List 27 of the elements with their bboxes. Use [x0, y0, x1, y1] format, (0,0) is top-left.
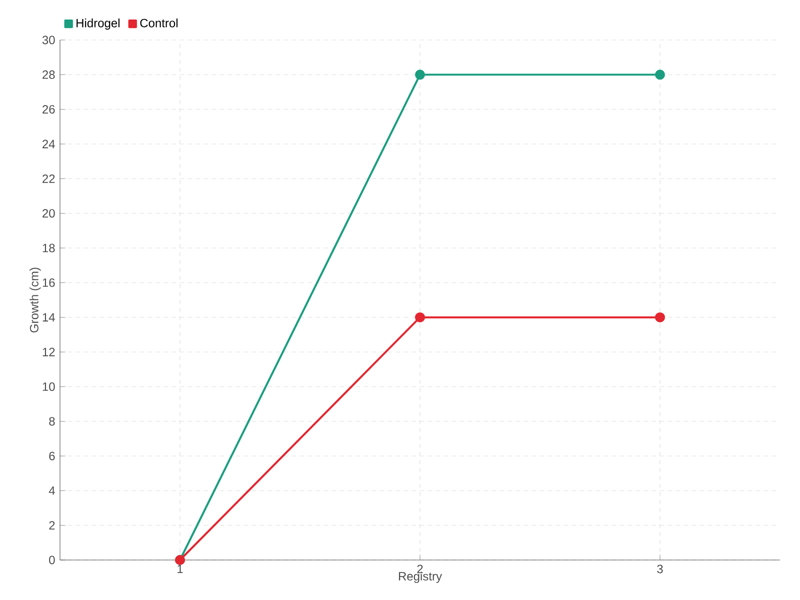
y-tick-label: 18 — [42, 244, 55, 252]
point — [655, 70, 665, 80]
y-tick-label: 14 — [42, 313, 55, 322]
point — [655, 312, 665, 322]
x-tick-label: 2 — [417, 564, 423, 574]
y-tick-label: 20 — [42, 209, 55, 218]
x-tick-label: 3 — [657, 564, 663, 574]
y-tick-label: 12 — [42, 348, 55, 356]
legend-label: Hidrogel — [76, 18, 120, 30]
point — [415, 312, 425, 322]
y-tick-label: 4 — [48, 486, 55, 495]
y-tick-label: 30 — [42, 36, 55, 44]
y-tick-label: 26 — [42, 105, 55, 114]
y-tick-label: 24 — [42, 140, 55, 148]
y-axis-title: Growth (cm) — [30, 268, 41, 332]
y-tick-label: 0 — [49, 556, 55, 564]
y-tick-label: 2 — [49, 521, 55, 530]
point — [415, 70, 425, 80]
legend-label: Control — [140, 18, 178, 28]
y-tick-label: 6 — [49, 452, 55, 460]
y-tick-label: 16 — [42, 278, 55, 287]
x-tick-label: 1 — [178, 564, 183, 573]
y-tick-label: 8 — [49, 417, 55, 426]
y-tick-label: 22 — [42, 174, 55, 183]
x-axis-title: Registry — [398, 572, 442, 583]
y-tick-label: 28 — [42, 70, 55, 79]
y-tick-label: 10 — [42, 382, 55, 391]
